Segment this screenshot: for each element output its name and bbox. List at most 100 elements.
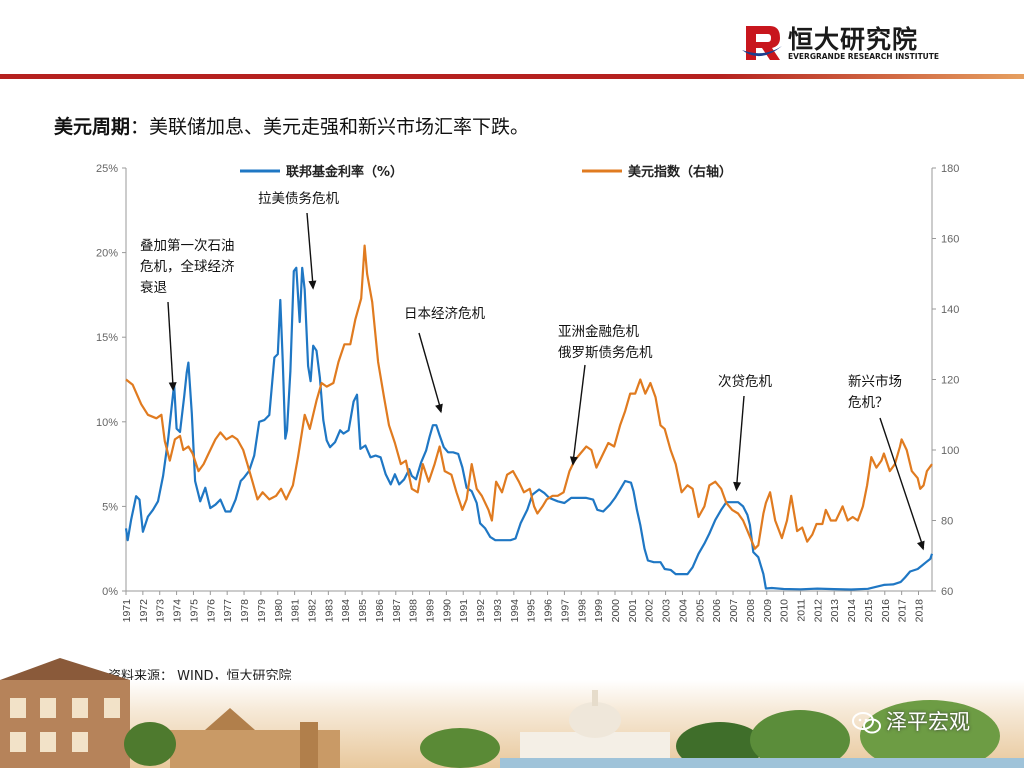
annotation-text: 日本经济危机 bbox=[404, 306, 485, 322]
x-tick-label: 2015 bbox=[863, 599, 875, 623]
x-tick-label: 1977 bbox=[222, 599, 234, 623]
y-tick-label-right: 100 bbox=[941, 445, 959, 457]
palace-icon bbox=[170, 708, 340, 768]
y-tick-label-left: 15% bbox=[96, 332, 118, 344]
y-tick-label-right: 160 bbox=[941, 234, 959, 246]
x-tick-label: 2016 bbox=[880, 599, 892, 623]
x-tick-label: 2012 bbox=[812, 599, 824, 623]
x-tick-label: 2001 bbox=[627, 599, 639, 623]
x-tick-label: 1986 bbox=[374, 599, 386, 623]
y-tick-label-left: 20% bbox=[96, 248, 118, 260]
x-tick-label: 1987 bbox=[391, 599, 403, 623]
annotation-text: 俄罗斯债务危机 bbox=[558, 345, 653, 361]
legend-label: 美元指数（右轴） bbox=[628, 164, 732, 180]
x-tick-label: 1991 bbox=[458, 599, 470, 623]
x-tick-label: 1971 bbox=[121, 599, 133, 623]
x-tick-label: 2010 bbox=[779, 599, 791, 623]
annotation-arrow bbox=[735, 395, 745, 490]
x-tick-label: 2000 bbox=[610, 599, 622, 623]
y-tick-label-left: 25% bbox=[96, 163, 118, 175]
x-tick-label: 1999 bbox=[593, 599, 605, 623]
x-tick-label: 1993 bbox=[492, 599, 504, 623]
header-bar bbox=[0, 74, 1024, 79]
x-tick-label: 1980 bbox=[273, 599, 285, 623]
annotation-arrow bbox=[418, 332, 442, 412]
x-tick-label: 1995 bbox=[526, 599, 538, 623]
x-tick-label: 2003 bbox=[661, 599, 673, 623]
x-tick-label: 1972 bbox=[138, 599, 150, 623]
x-tick-label: 1997 bbox=[559, 599, 571, 623]
annotation-arrowhead bbox=[733, 481, 742, 492]
y-tick-label-right: 180 bbox=[941, 163, 959, 175]
annotation-arrow bbox=[572, 364, 586, 464]
x-tick-label: 1988 bbox=[408, 599, 420, 623]
series-line-dollar-index bbox=[125, 244, 933, 550]
x-tick-label: 2013 bbox=[829, 599, 841, 623]
annotation-arrow bbox=[879, 417, 925, 549]
water-icon bbox=[500, 758, 1024, 768]
annotation-arrowhead bbox=[168, 382, 177, 392]
x-tick-label: 1978 bbox=[239, 599, 251, 623]
annotation-text: 危机，全球经济 bbox=[140, 258, 235, 275]
x-tick-label: 1989 bbox=[425, 599, 437, 623]
annotation-arrowhead bbox=[308, 280, 317, 290]
annotation-text: 衰退 bbox=[140, 279, 167, 296]
x-tick-label: 2008 bbox=[745, 599, 757, 623]
annotation-text: 次贷危机 bbox=[718, 374, 772, 390]
x-tick-label: 1994 bbox=[509, 599, 521, 623]
annotation-arrowhead bbox=[917, 540, 925, 551]
trees-icon bbox=[124, 700, 1000, 768]
logo: 恒大研究院 EVERGRANDE RESEARCH INSTITUTE bbox=[740, 18, 940, 66]
annotation-arrow bbox=[306, 212, 314, 288]
wechat-icon bbox=[852, 712, 881, 734]
x-tick-label: 2009 bbox=[762, 599, 774, 623]
x-tick-label: 2011 bbox=[795, 599, 807, 622]
slide-title-rest: ：美联储加息、美元走强和新兴市场汇率下跌。 bbox=[130, 116, 530, 138]
x-tick-label: 1979 bbox=[256, 599, 268, 623]
x-tick-label: 2017 bbox=[897, 599, 909, 623]
y-tick-label-left: 0% bbox=[102, 586, 118, 598]
annotation-text: 亚洲金融危机 bbox=[558, 324, 639, 340]
y-tick-label-right: 80 bbox=[941, 516, 953, 528]
legend-label: 联邦基金利率（%） bbox=[286, 164, 403, 180]
wechat-watermark-text: 泽平宏观 bbox=[886, 710, 970, 734]
x-tick-label: 1990 bbox=[441, 599, 453, 623]
y-tick-label-left: 10% bbox=[96, 417, 118, 429]
x-tick-label: 2007 bbox=[728, 599, 740, 623]
slide-title: 美元周期：美联储加息、美元走强和新兴市场汇率下跌。 bbox=[54, 112, 529, 139]
x-tick-label: 1976 bbox=[205, 599, 217, 623]
wechat-watermark: 泽平宏观 bbox=[852, 706, 970, 736]
villa-icon bbox=[0, 658, 130, 768]
x-tick-label: 1975 bbox=[188, 599, 200, 623]
x-tick-label: 2014 bbox=[846, 599, 858, 623]
annotation-arrow bbox=[167, 301, 174, 390]
annotation-arrowhead bbox=[569, 456, 578, 466]
x-tick-label: 2005 bbox=[694, 599, 706, 623]
x-tick-label: 2004 bbox=[677, 599, 689, 623]
x-tick-label: 1992 bbox=[475, 599, 487, 623]
x-tick-label: 1982 bbox=[306, 599, 318, 623]
x-tick-label: 1981 bbox=[290, 599, 302, 623]
annotation-text: 叠加第一次石油 bbox=[140, 237, 235, 254]
slide-title-bold: 美元周期 bbox=[54, 116, 131, 138]
annotation-arrowhead bbox=[435, 403, 443, 414]
x-tick-label: 1973 bbox=[155, 599, 167, 623]
annotation-text: 新兴市场 bbox=[848, 373, 902, 390]
footer-illustration bbox=[0, 658, 1024, 768]
x-tick-label: 2002 bbox=[644, 599, 656, 623]
y-tick-label-left: 5% bbox=[102, 501, 118, 513]
annotation-text: 危机？ bbox=[848, 395, 889, 411]
series-line-fed-rate bbox=[124, 266, 934, 591]
logo-text-en: EVERGRANDE RESEARCH INSTITUTE bbox=[788, 52, 940, 61]
x-tick-label: 2018 bbox=[914, 599, 926, 623]
evergrande-logo-icon bbox=[742, 26, 782, 60]
logo-text-cn: 恒大研究院 bbox=[788, 25, 919, 54]
x-tick-label: 1984 bbox=[340, 599, 352, 623]
y-tick-label-right: 140 bbox=[941, 304, 959, 316]
x-tick-label: 2006 bbox=[711, 599, 723, 623]
y-tick-label-right: 60 bbox=[941, 586, 953, 598]
x-tick-label: 1974 bbox=[172, 599, 184, 623]
x-tick-label: 1983 bbox=[323, 599, 335, 623]
x-tick-label: 1996 bbox=[543, 599, 555, 623]
